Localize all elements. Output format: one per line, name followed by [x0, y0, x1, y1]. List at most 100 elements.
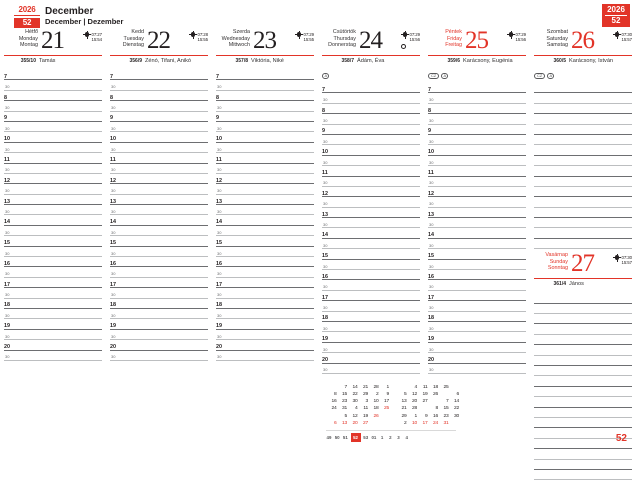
time-slot-hour[interactable]: 15: [110, 236, 208, 247]
mini-calendar-day[interactable]: 25: [443, 384, 449, 390]
time-slot-hour[interactable]: 8: [534, 104, 632, 115]
mini-calendar-day[interactable]: 29: [401, 413, 407, 419]
time-slot-half-hour[interactable]: 30: [216, 247, 314, 258]
mini-calendar-day[interactable]: 28: [411, 406, 417, 412]
mini-calendar-day[interactable]: 26: [373, 413, 379, 419]
time-slot-hour[interactable]: 16: [4, 257, 102, 268]
mini-calendar-day[interactable]: 24: [331, 406, 337, 412]
time-slot-hour[interactable]: 13: [534, 418, 632, 429]
time-slot-hour[interactable]: 10: [4, 132, 102, 143]
time-slot-half-hour[interactable]: 30: [428, 280, 526, 291]
time-slot-hour[interactable]: 11: [322, 166, 420, 177]
time-slot-hour[interactable]: 18: [110, 299, 208, 309]
time-slot-half-hour[interactable]: 30: [216, 309, 314, 320]
time-slot-hour[interactable]: 12: [322, 187, 420, 198]
mini-calendar-day[interactable]: 20: [352, 420, 358, 426]
time-slot-hour[interactable]: 16: [428, 270, 526, 281]
time-slot-hour[interactable]: 11: [428, 166, 526, 177]
time-slot-half-hour[interactable]: 30: [4, 184, 102, 195]
time-slot-hour[interactable]: 8: [4, 91, 102, 102]
mini-calendar-day[interactable]: 27: [362, 420, 368, 426]
time-slot-half-hour[interactable]: 30: [322, 260, 420, 271]
time-slot-hour[interactable]: 14: [322, 228, 420, 239]
time-slot-half-hour[interactable]: 30: [110, 330, 208, 341]
time-slot-hour[interactable]: 16: [110, 257, 208, 268]
time-slot-half-hour[interactable]: 30: [428, 177, 526, 187]
mini-calendar-day[interactable]: 26: [432, 392, 438, 398]
mini-calendar-day[interactable]: 28: [373, 384, 379, 390]
time-slot-hour[interactable]: 17: [322, 291, 420, 302]
time-slot-hour[interactable]: 13: [428, 208, 526, 219]
week-number-cell[interactable]: 2: [389, 435, 392, 440]
mini-calendar-day[interactable]: 23: [443, 413, 449, 419]
day-column-wednesday[interactable]: Szerda Wednesday Mittwoch 23 07:29 15:55: [212, 28, 318, 361]
time-slot-half-hour[interactable]: 30: [216, 184, 314, 195]
time-slot-hour[interactable]: 12: [534, 187, 632, 198]
time-slot-half-hour[interactable]: 30: [322, 364, 420, 374]
mini-calendar-day[interactable]: 4: [354, 406, 358, 412]
time-slot-half-hour[interactable]: 30: [322, 197, 420, 208]
time-slot-half-hour[interactable]: 30: [4, 226, 102, 237]
time-slot-half-hour[interactable]: 30: [428, 114, 526, 125]
time-slot-half-hour[interactable]: 30: [110, 164, 208, 174]
time-slot-hour[interactable]: 13: [322, 208, 420, 219]
time-slot-half-hour[interactable]: 30: [110, 184, 208, 195]
time-slot-hour[interactable]: 9: [216, 112, 314, 122]
time-slot-hour[interactable]: 7: [4, 70, 102, 81]
time-slot-hour[interactable]: 13: [216, 195, 314, 206]
mini-calendar-day[interactable]: 15: [443, 406, 449, 412]
time-slot-half-hour[interactable]: 30: [216, 205, 314, 216]
week-number-cell[interactable]: 1: [380, 435, 384, 440]
time-slot-hour[interactable]: 11: [534, 166, 632, 177]
time-slot-half-hour[interactable]: 30: [110, 247, 208, 258]
week-number-cell[interactable]: 50: [334, 435, 340, 440]
time-slot-half-hour[interactable]: 30: [4, 351, 102, 361]
time-slot-hour[interactable]: 7: [110, 70, 208, 81]
time-slot-half-hour[interactable]: 30: [428, 364, 526, 374]
time-slot-hour[interactable]: 10: [534, 356, 632, 366]
time-slot-hour[interactable]: 10: [216, 132, 314, 143]
time-slot-hour[interactable]: 16: [216, 257, 314, 268]
mini-calendar-day[interactable]: 23: [341, 399, 347, 405]
time-slot-half-hour[interactable]: 30: [216, 122, 314, 133]
time-slot-hour[interactable]: 18: [428, 312, 526, 322]
time-slot-half-hour[interactable]: 30: [216, 143, 314, 154]
time-slot-hour[interactable]: 12: [110, 174, 208, 185]
time-slot-half-hour[interactable]: 30: [534, 449, 632, 460]
mini-calendar[interactable]: 7 14 21 28 1 8 15 22 29 2 9 16 23 30 3 10 17 24 31 4 11 18 25 …: [326, 384, 459, 442]
mini-calendar-day[interactable]: 14: [352, 384, 358, 390]
week-number-cell[interactable]: 52: [350, 433, 361, 442]
time-slot-half-hour[interactable]: 30: [4, 205, 102, 216]
time-slot-hour[interactable]: 17: [428, 291, 526, 302]
mini-calendar-day[interactable]: 4: [414, 384, 417, 390]
time-slot-hour[interactable]: 16: [322, 270, 420, 281]
time-slot-half-hour[interactable]: 30: [4, 330, 102, 341]
time-slot-half-hour[interactable]: 30: [534, 239, 632, 250]
time-slot-hour[interactable]: 11: [216, 153, 314, 164]
time-slot-half-hour[interactable]: 30: [534, 93, 632, 104]
time-slot-hour[interactable]: 11: [4, 153, 102, 164]
mini-calendar-day[interactable]: 15: [341, 392, 347, 398]
time-slot-half-hour[interactable]: 30: [534, 218, 632, 229]
time-slot-half-hour[interactable]: 30: [110, 205, 208, 216]
mini-calendar-day[interactable]: 25: [383, 406, 389, 412]
mini-calendar-day[interactable]: 13: [401, 399, 407, 405]
mini-calendar-day[interactable]: 17: [422, 420, 428, 426]
time-slot-half-hour[interactable]: 30: [216, 351, 314, 361]
time-slot-hour[interactable]: 10: [534, 145, 632, 156]
time-slot-hour[interactable]: 14: [216, 215, 314, 226]
time-slot-half-hour[interactable]: 30: [534, 366, 632, 377]
time-slot-half-hour[interactable]: 30: [110, 267, 208, 278]
time-slot-hour[interactable]: 20: [110, 340, 208, 351]
time-slot-hour[interactable]: 15: [428, 249, 526, 260]
time-slot-half-hour[interactable]: 30: [216, 101, 314, 112]
mini-calendar-day[interactable]: 24: [432, 420, 438, 426]
time-slot-hour[interactable]: 11: [110, 153, 208, 164]
time-slot-half-hour[interactable]: 30: [322, 301, 420, 312]
week-number-cell[interactable]: 51: [342, 435, 348, 440]
time-slot-hour[interactable]: 12: [428, 187, 526, 198]
time-slot-half-hour[interactable]: 30: [110, 226, 208, 237]
time-slot-half-hour[interactable]: 30: [4, 309, 102, 320]
time-slot-hour[interactable]: 10: [110, 132, 208, 143]
